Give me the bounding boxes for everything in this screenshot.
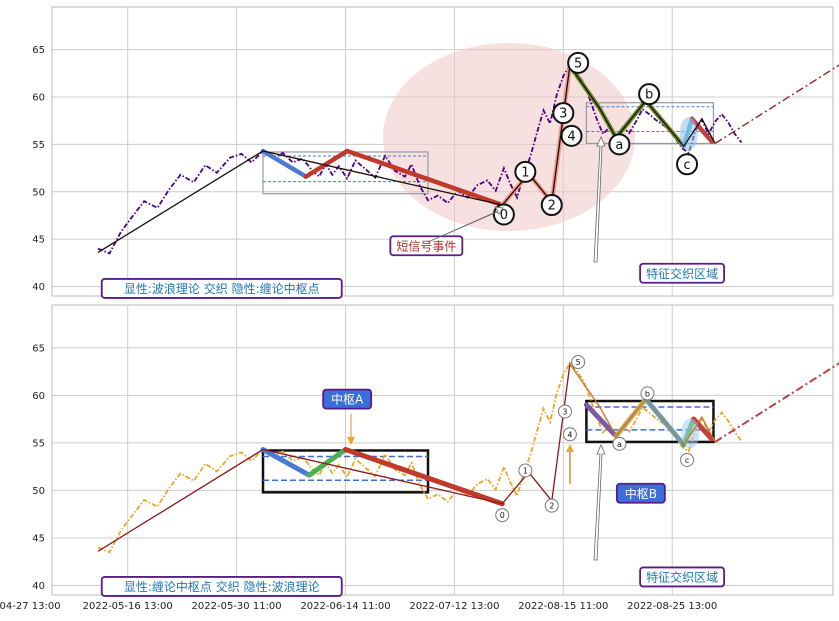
y-tick-label: 55 (32, 438, 45, 449)
zhongshu-label-box (615, 482, 666, 504)
wave-label-circle (567, 51, 590, 74)
y-tick-label: 45 (32, 533, 45, 544)
wave-label-a: a (617, 440, 622, 449)
y-tick-label: 55 (32, 140, 45, 151)
wave-segment (260, 447, 312, 478)
arrow-zhongshu-b-head (566, 444, 574, 452)
wave-label-4: 4 (567, 430, 572, 439)
annotation-box (100, 576, 343, 597)
intersection-highlight (679, 116, 698, 151)
wave-label-circle (680, 452, 695, 467)
wave-label-circle (514, 160, 537, 183)
zhongshu-label: 中枢B (625, 486, 657, 501)
annotation-box (100, 278, 343, 299)
wave-segment (691, 416, 715, 442)
wave-label-circle (562, 427, 577, 442)
x-tick-label: 2022-07-12 13:00 (409, 601, 499, 612)
wave-label-2: 2 (549, 502, 554, 511)
y-tick-label: 60 (32, 391, 45, 402)
wave-label-b: b (645, 389, 650, 398)
arrow-intersection (593, 444, 606, 561)
annotation-box (389, 235, 464, 257)
arrow-zhongshu-a-head (347, 437, 355, 445)
arrow-intersection (593, 136, 606, 263)
wave-label-circle (640, 386, 655, 401)
wave-segment (583, 402, 619, 439)
wave-segment (303, 148, 350, 179)
wave-label-circle (518, 463, 533, 478)
wave-segment (306, 447, 348, 478)
wave-label-3: 3 (559, 107, 567, 122)
wave-label-circle (560, 124, 583, 147)
wave-segment (344, 148, 505, 208)
wave-label-circle (638, 83, 661, 106)
annotation-label: 特征交织区域 (646, 266, 718, 281)
wave-segment (260, 148, 309, 179)
wave-label-circle (608, 133, 631, 156)
y-tick-label: 60 (32, 93, 45, 104)
y-tick-label: 50 (32, 187, 45, 198)
wave-label-3: 3 (562, 407, 567, 416)
wave-label-circle (557, 404, 572, 419)
annotation-label: 显性:缠论中枢点 交织 隐性:波浪理论 (124, 579, 320, 594)
annotation-box (639, 566, 725, 588)
trend-extension (714, 362, 839, 443)
price-line (97, 361, 743, 554)
x-tick-label: 2022-08-25 13:00 (627, 601, 717, 612)
wave-label-2: 2 (548, 199, 556, 214)
wave-label-circle (495, 508, 510, 523)
panel-bottom: 404550556065012345abc中枢A中枢B特征交织区域显性:缠论中枢… (32, 304, 839, 597)
wave-label-circle (544, 498, 559, 513)
x-tick-label: 2022-05-16 13:00 (83, 601, 173, 612)
wave-segment (343, 447, 505, 507)
wave-label-0: 0 (500, 208, 508, 223)
wave-label-c: c (683, 158, 690, 173)
annotation-label: 特征交织区域 (646, 569, 718, 584)
wave-label-5: 5 (574, 56, 582, 71)
x-tick-label: 2022-04-27 13:00 (0, 601, 61, 612)
x-tick-label: 2022-06-14 11:00 (300, 601, 390, 612)
arrow-short-signal (427, 206, 504, 243)
annotation-label: 显性:波浪理论 交织 隐性:缠论中枢点 (124, 281, 320, 296)
trend-extension (714, 64, 839, 144)
x-tick-label: 2022-05-30 11:00 (192, 601, 282, 612)
wave-label-circle (612, 436, 627, 451)
plot-frame (51, 304, 834, 596)
zhongshu-label: 中枢A (331, 392, 364, 407)
y-tick-label: 65 (32, 45, 45, 56)
wave-label-circle (676, 153, 699, 176)
y-tick-label: 40 (32, 282, 45, 293)
y-tick-label: 40 (32, 581, 45, 592)
wave-label-c: c (685, 456, 689, 465)
wave-label-a: a (615, 138, 623, 153)
x-tick-label: 2022-08-15 11:00 (518, 601, 608, 612)
wave-label-circle (571, 355, 586, 370)
y-tick-label: 45 (32, 235, 45, 246)
panel-top: 404550556065012345abc短信号事件特征交织区域显性:波浪理论 … (32, 6, 839, 299)
annotation-label: 短信号事件 (396, 239, 456, 253)
wave-label-4: 4 (567, 129, 575, 144)
wave-label-5: 5 (576, 358, 581, 367)
wave-label-0: 0 (500, 511, 505, 520)
y-tick-label: 50 (32, 486, 45, 497)
annotation-box (639, 262, 725, 284)
wave-label-1: 1 (521, 165, 529, 180)
wave-label-circle (540, 194, 563, 217)
wave-label-b: b (645, 88, 653, 103)
y-tick-label: 65 (32, 343, 45, 354)
wave-label-1: 1 (523, 466, 528, 475)
bi-line (97, 63, 716, 253)
price-line (97, 63, 743, 255)
zhongshu-label-box (322, 388, 373, 410)
wave-label-circle (552, 102, 575, 125)
